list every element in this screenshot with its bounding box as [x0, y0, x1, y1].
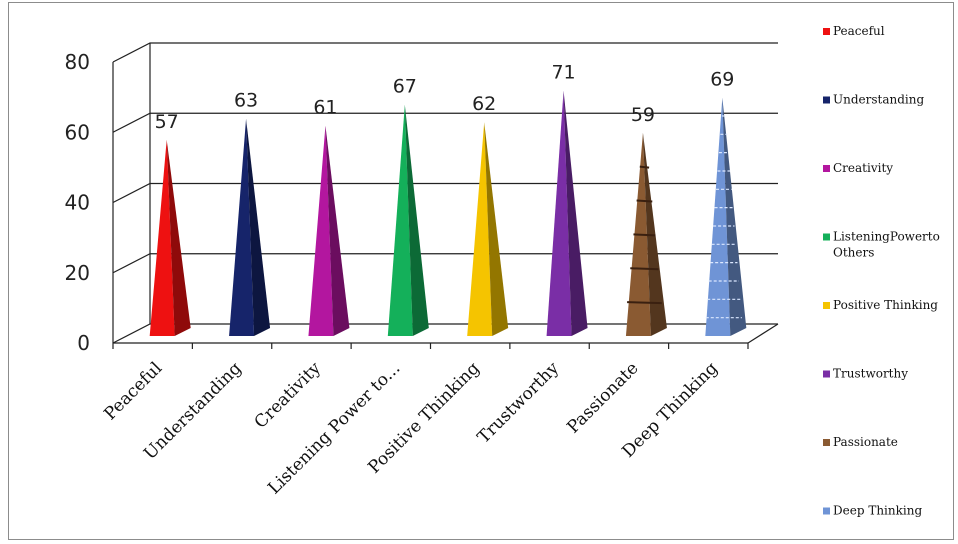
- x-tick-label: Creativity: [251, 358, 326, 433]
- legend-label: Deep Thinking: [833, 504, 922, 518]
- gridline-3: [112, 112, 778, 133]
- data-label: 71: [551, 62, 575, 84]
- legend-swatch: [823, 165, 830, 172]
- legend-swatch: [823, 302, 830, 309]
- gridline-1: [112, 253, 778, 274]
- cone-bar-shade: [404, 104, 429, 336]
- data-label: 67: [393, 76, 417, 98]
- cone-bar-listening-power-to[interactable]: [387, 104, 413, 336]
- cone-bar-creativity[interactable]: [308, 125, 334, 336]
- legend-label: Trustworthy: [833, 367, 908, 381]
- y-tick-label: 40: [65, 191, 90, 215]
- cone-bar-trustworthy[interactable]: [546, 90, 572, 336]
- legend-label: Positive Thinking: [833, 298, 938, 312]
- x-tick-label: Listening Power to...: [264, 358, 404, 498]
- legend-label: Others: [833, 246, 874, 260]
- x-tick-label: Trustworthy: [474, 358, 564, 448]
- legend-label: Passionate: [833, 435, 898, 449]
- x-tick-label: Passionate: [563, 358, 642, 437]
- cone-bar-shade: [484, 122, 509, 336]
- data-label: 62: [472, 93, 496, 115]
- cone-bar-peaceful[interactable]: [149, 139, 175, 336]
- floor-right-edge: [747, 323, 779, 344]
- cone-bar-positive-thinking[interactable]: [467, 122, 493, 336]
- y-tick-label: 80: [65, 50, 90, 74]
- gridline-4: [112, 42, 778, 63]
- data-label: 69: [710, 69, 734, 91]
- cone-bar-deep-thinking[interactable]: [705, 97, 731, 336]
- data-label: 57: [155, 111, 179, 133]
- legend-swatch: [823, 370, 830, 378]
- data-label: 61: [313, 97, 337, 119]
- legend-label: Understanding: [833, 93, 924, 107]
- y-tick-label: 60: [65, 120, 90, 144]
- wood-stripe: [639, 165, 650, 169]
- wood-stripe: [627, 301, 662, 305]
- legend-swatch: [823, 507, 830, 515]
- x-tick-label: Peaceful: [100, 358, 166, 424]
- cone-bar-shade: [246, 118, 271, 337]
- cone-bar-shade: [166, 139, 191, 336]
- gridline-2: [112, 182, 778, 204]
- cone-bar-shade: [563, 90, 588, 336]
- cone-bar-shade: [325, 125, 350, 336]
- wood-stripe: [633, 233, 656, 237]
- legend-swatch: [823, 233, 830, 241]
- legend-swatch: [823, 439, 830, 446]
- cone-bar-shade: [722, 97, 747, 336]
- data-label: 63: [234, 90, 258, 112]
- data-label: 59: [631, 104, 655, 126]
- y-tick-label: 0: [77, 331, 90, 355]
- legend-label: Peaceful: [833, 24, 885, 38]
- legend-swatch: [823, 28, 830, 35]
- legend-label: Creativity: [833, 161, 893, 175]
- y-tick-label: 20: [65, 261, 90, 285]
- gridline-0: [112, 323, 778, 344]
- wood-stripe: [636, 199, 653, 203]
- cone-bar-understanding[interactable]: [229, 118, 255, 337]
- legend-label: ListeningPowerto: [833, 230, 940, 244]
- legend-swatch: [823, 96, 830, 104]
- wood-stripe: [630, 267, 659, 271]
